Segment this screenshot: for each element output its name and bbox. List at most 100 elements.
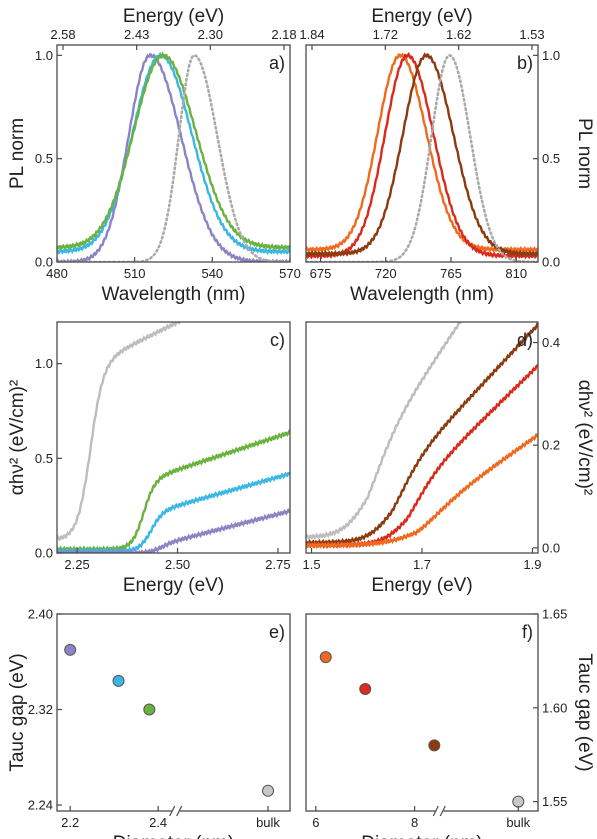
y-axis-title: PL norm: [574, 118, 595, 189]
series-line: [306, 51, 538, 260]
series-line: [57, 322, 186, 542]
x-tick-label: 480: [46, 266, 68, 281]
x-tick-label: 675: [310, 266, 332, 281]
y-tick-label: 0.0: [35, 546, 53, 561]
y-tick-label: 0.0: [542, 540, 560, 555]
x2-tick-label: 1.84: [299, 27, 324, 42]
x2-tick-label: 2.18: [271, 27, 296, 42]
panel-a: 480 510 540 570 2.58 2.43 2.30 2.18 Energy (eV) 0…: [7, 6, 301, 305]
y-tick-label: 0.5: [542, 151, 560, 166]
x-tick-label: 2.50: [165, 557, 190, 572]
x-tick-label: 6: [312, 815, 319, 830]
data-point: [512, 795, 525, 808]
x2-tick-label: 2.30: [198, 27, 223, 42]
panel-e: 2.2 2.4 bulk 2.24 2.32 2.40 Diameter (nm) Tauc …: [7, 607, 291, 839]
x-axis-title: Energy (eV): [371, 575, 472, 596]
panel-d: 1.5 1.7 1.90.0 0.2 0.4 Energy (eV) αhν² (eV/cm…: [302, 321, 595, 596]
x-tick-label: 1.7: [413, 557, 431, 572]
panel-label: f): [522, 622, 533, 642]
y-tick-label: 2.32: [28, 702, 53, 717]
panel-c: 2.25 2.50 2.75 0.0 0.5 1.0 Energy (eV) αhν² (eV…: [7, 321, 291, 596]
axes-frame: [305, 613, 539, 812]
x2-tick-label: 1.53: [519, 27, 544, 42]
y-tick-label: 1.60: [542, 700, 567, 715]
y-tick-label: 1.0: [542, 48, 560, 63]
x-tick-label: 765: [440, 266, 462, 281]
x-tick-label: 1.9: [523, 557, 541, 572]
y-tick-label: 0.0: [542, 255, 560, 270]
axes-frame: [305, 44, 539, 263]
top-axis-title: Energy (eV): [123, 6, 224, 27]
series-line: [57, 507, 290, 553]
x-axis-title: Diameter (nm): [113, 833, 234, 839]
y-tick-label: 0.2: [542, 438, 560, 453]
x-tick-label: 8: [411, 815, 418, 830]
axis-break: [439, 805, 446, 817]
panel-label: c): [270, 330, 285, 350]
x-tick-label: 810: [505, 266, 527, 281]
x2-tick-label: 2.43: [124, 27, 149, 42]
axes-frame: [56, 321, 291, 554]
data-point: [143, 703, 156, 716]
x2-tick-label: 2.58: [50, 27, 75, 42]
series-line: [306, 322, 538, 547]
y-tick-label: 1.0: [35, 48, 53, 63]
data-point: [319, 651, 332, 664]
axes-frame: [56, 613, 291, 812]
panel-label: d): [517, 330, 533, 350]
x-axis-title: Wavelength (nm): [350, 284, 494, 305]
y-tick-label: 1.0: [35, 356, 53, 371]
panel-label: a): [269, 53, 285, 73]
axis-break: [432, 805, 439, 817]
series-line: [57, 51, 290, 251]
x2-tick-label: 1.62: [446, 27, 471, 42]
x-tick-label: 510: [124, 266, 146, 281]
data-point: [359, 683, 372, 696]
x-tick-label: 570: [279, 266, 301, 281]
y-tick-label: 1.55: [542, 794, 567, 809]
series-line: [306, 432, 538, 549]
panel-label: b): [517, 53, 533, 73]
x2-tick-label: 1.72: [373, 27, 398, 42]
series-line: [57, 53, 290, 262]
x-tick-label: 2.25: [64, 557, 89, 572]
y-axis-title: Tauc gap (eV): [574, 653, 595, 771]
x-tick-label: bulk: [506, 815, 530, 830]
panel-f: 6 8 bulk 1.55 1.60 1.65 Diameter (nm) Tauc gap …: [305, 607, 595, 839]
y-axis-title: Tauc gap (eV): [7, 653, 28, 771]
series-line: [57, 52, 290, 262]
y-tick-label: 0.5: [35, 451, 53, 466]
y-tick-label: 0.0: [35, 255, 53, 270]
axes-frame: [56, 44, 291, 263]
data-point: [64, 643, 77, 656]
y-axis-title: PL norm: [7, 118, 28, 189]
series-line: [306, 322, 462, 541]
y-tick-label: 1.65: [542, 607, 567, 622]
data-point: [428, 739, 441, 752]
y-tick-label: 2.40: [28, 607, 53, 622]
x-tick-label: 2.4: [149, 815, 167, 830]
x-axis-title: Wavelength (nm): [102, 284, 246, 305]
y-axis-title: αhν² (eV/cm)²: [7, 380, 28, 495]
data-point: [112, 674, 125, 687]
x-tick-label: 540: [201, 266, 223, 281]
top-axis-title: Energy (eV): [371, 6, 472, 27]
x-tick-label: 2.75: [265, 557, 290, 572]
x-tick-label: bulk: [256, 815, 280, 830]
x-tick-label: 1.5: [302, 557, 320, 572]
panel-label: e): [269, 622, 285, 642]
y-tick-label: 0.4: [542, 335, 560, 350]
series-line: [57, 429, 290, 553]
axes-frame: [305, 321, 539, 554]
x-tick-label: 720: [375, 266, 397, 281]
y-tick-label: 0.5: [35, 151, 53, 166]
panel-b: 675 720 765 810 1.84 1.72 1.62 1.53 Energy (eV) 0…: [299, 6, 595, 305]
axis-break: [176, 805, 183, 817]
axis-break: [169, 805, 176, 817]
y-tick-label: 2.24: [28, 798, 53, 813]
series-line: [57, 51, 290, 256]
x-tick-label: 2.2: [61, 815, 79, 830]
data-point: [262, 784, 275, 797]
x-axis-title: Energy (eV): [123, 575, 224, 596]
